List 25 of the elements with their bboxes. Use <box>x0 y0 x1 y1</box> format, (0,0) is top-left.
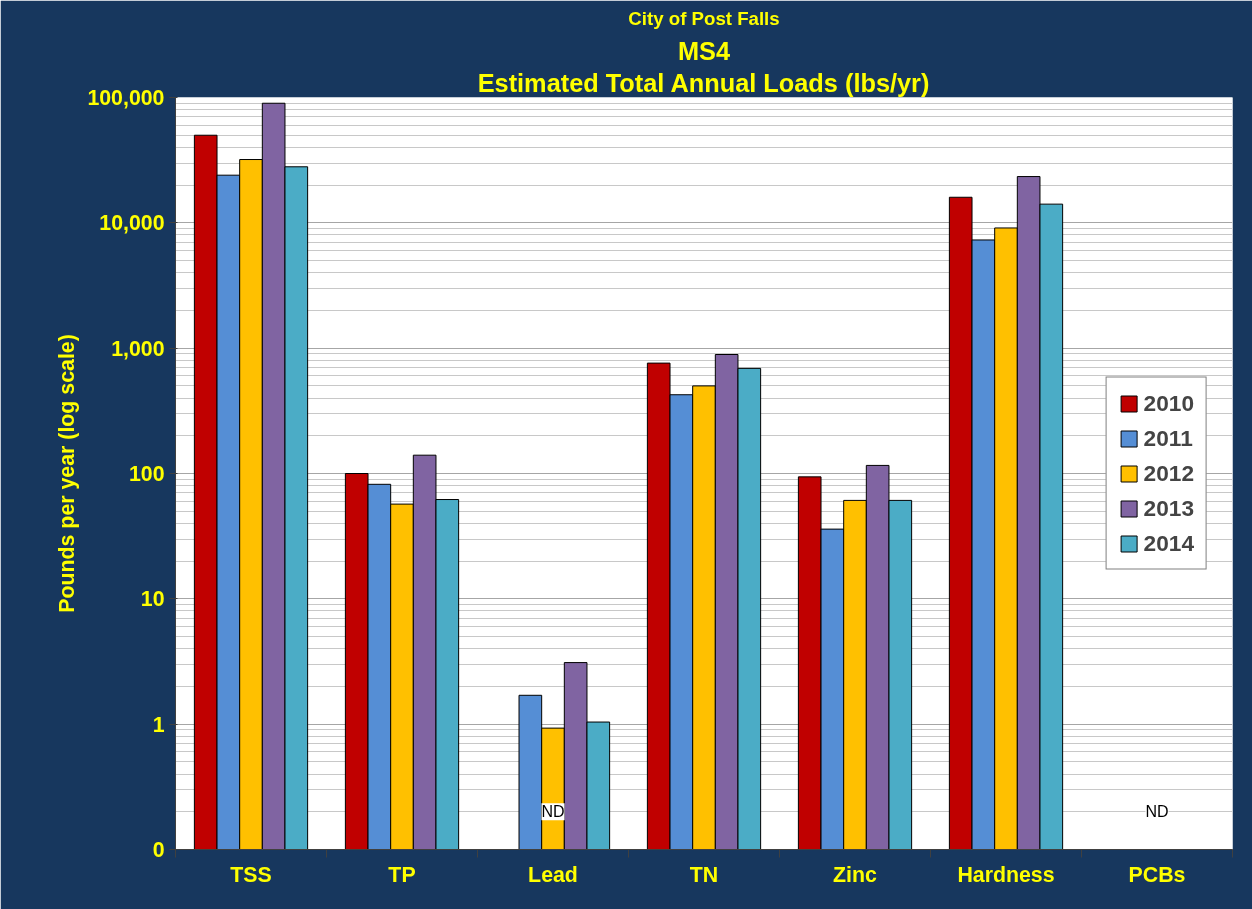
y-tick-label: 10,000 <box>99 211 165 236</box>
y-tick-label: 0 <box>152 838 165 862</box>
y-tick-label: 10 <box>140 587 165 612</box>
y-tick-label: 1,000 <box>111 336 165 361</box>
x-tick-label: TSS <box>230 862 272 887</box>
legend-label: 2014 <box>1143 529 1194 557</box>
y-tick-label: 100 <box>128 462 165 486</box>
annotation: ND <box>541 803 565 821</box>
legend-label: 2013 <box>1143 494 1194 522</box>
text: MS4 <box>677 36 731 65</box>
y-axis-title: Pounds per year (log scale) <box>55 334 80 613</box>
legend-label: 2011 <box>1143 424 1193 452</box>
y-tick-label: 1 <box>152 712 165 737</box>
x-tick-label: Lead <box>528 862 578 887</box>
legend-label: 2012 <box>1143 459 1194 487</box>
x-tick-label: TP <box>388 862 416 887</box>
x-tick-label: PCBs <box>1128 862 1186 887</box>
chart-title: Estimated Total Annual Loads (lbs/yr) <box>477 68 930 97</box>
legend-label: 2010 <box>1143 389 1194 417</box>
chart-subtitle: City of Post Falls <box>628 7 780 29</box>
x-tick-label: Zinc <box>833 862 878 887</box>
annotation: ND <box>1145 803 1169 821</box>
x-tick-label: Hardness <box>957 862 1055 887</box>
y-tick-label: 100,000 <box>87 86 165 110</box>
x-tick-label: TN <box>689 862 719 887</box>
